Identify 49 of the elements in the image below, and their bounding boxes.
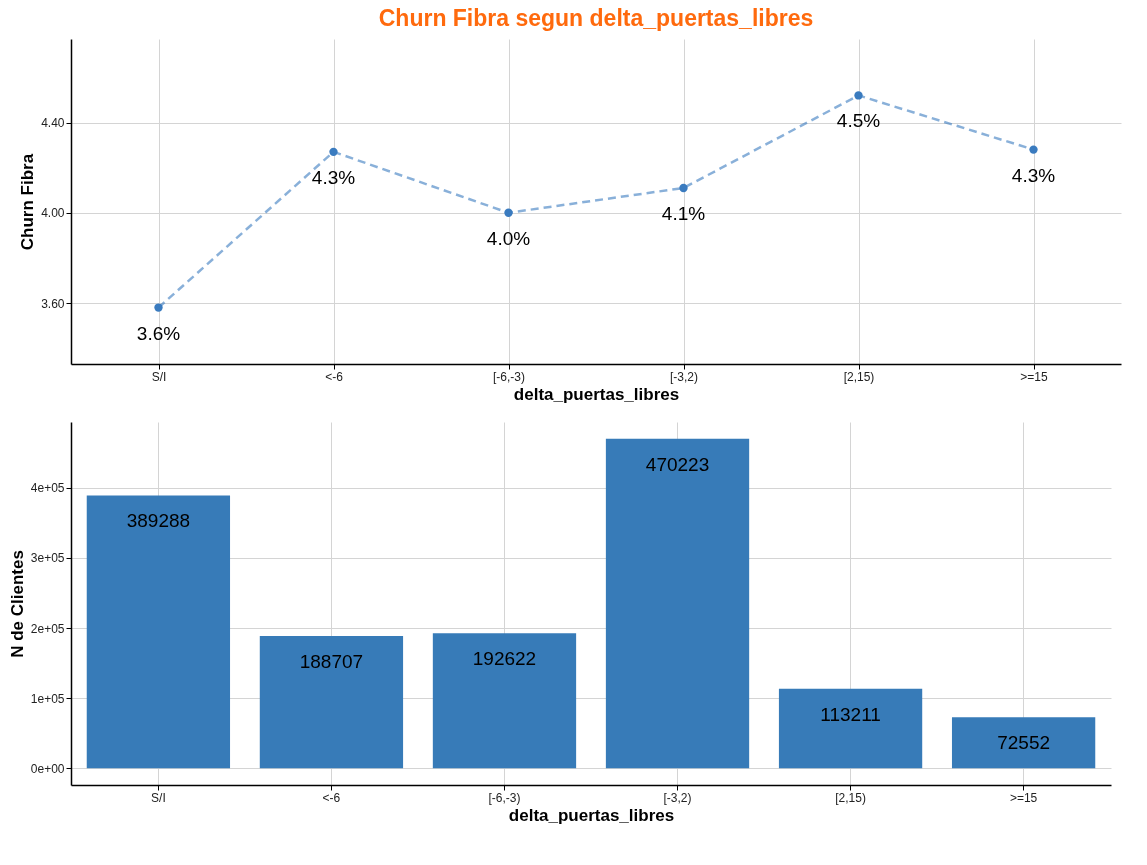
point bbox=[1029, 145, 1038, 154]
bar bbox=[432, 633, 577, 769]
point bbox=[154, 303, 163, 312]
x-tick-label: [-3,2) bbox=[663, 790, 692, 805]
bar bbox=[778, 688, 923, 769]
data-label: 4.0% bbox=[486, 227, 531, 249]
data-label: 4.3% bbox=[1011, 164, 1056, 186]
x-tick-label: [2,15) bbox=[835, 790, 866, 805]
x-tick-label: [-3,2) bbox=[669, 369, 699, 384]
data-label: 188707 bbox=[299, 650, 364, 672]
x-tick-label: [2,15) bbox=[843, 369, 875, 384]
y-tick-label: 4.00 bbox=[41, 206, 65, 221]
y-tick-label: 0e+00 bbox=[30, 761, 65, 776]
y-tick-label: 1e+05 bbox=[30, 691, 65, 706]
point bbox=[679, 183, 688, 193]
x-tick-label: <-6 bbox=[325, 369, 344, 384]
data-label: 4.1% bbox=[661, 202, 706, 224]
y-tick-label: 4e+05 bbox=[30, 481, 65, 496]
data-label: 192622 bbox=[472, 648, 537, 670]
bar bbox=[951, 717, 1096, 769]
bar bbox=[86, 495, 231, 769]
data-label: 3.6% bbox=[136, 322, 181, 344]
data-label: 4.5% bbox=[836, 110, 881, 132]
chart-title: Churn Fibra segun delta_puertas_libres bbox=[378, 5, 814, 31]
data-label: 113211 bbox=[820, 703, 881, 725]
point bbox=[504, 208, 513, 217]
data-label: 470223 bbox=[645, 453, 710, 475]
data-label: 389288 bbox=[126, 510, 191, 532]
y-tick-label: 3.60 bbox=[41, 296, 65, 311]
x-axis-title: delta_puertas_libres bbox=[513, 384, 680, 404]
y-tick-label: 3e+05 bbox=[30, 551, 65, 566]
bar bbox=[259, 635, 404, 769]
y-axis-title: N de Clientes bbox=[7, 550, 27, 658]
x-tick-label: >=15 bbox=[1020, 369, 1048, 384]
x-tick-label: [-6,-3) bbox=[488, 790, 521, 805]
point bbox=[854, 91, 863, 100]
x-tick-label: S/I bbox=[151, 790, 166, 805]
y-tick-label: 2e+05 bbox=[30, 621, 65, 636]
data-label: 72552 bbox=[997, 732, 1051, 754]
bar bbox=[605, 438, 750, 769]
point bbox=[329, 147, 338, 157]
x-axis-title: delta_puertas_libres bbox=[508, 805, 675, 825]
y-tick-label: 4.40 bbox=[41, 116, 65, 131]
x-tick-label: S/I bbox=[151, 369, 167, 384]
data-label: 4.3% bbox=[311, 166, 356, 188]
x-tick-label: [-6,-3) bbox=[492, 369, 526, 384]
x-tick-label: <-6 bbox=[322, 790, 341, 805]
x-tick-label: >=15 bbox=[1009, 790, 1038, 805]
y-axis-title: Churn Fibra bbox=[18, 153, 38, 251]
